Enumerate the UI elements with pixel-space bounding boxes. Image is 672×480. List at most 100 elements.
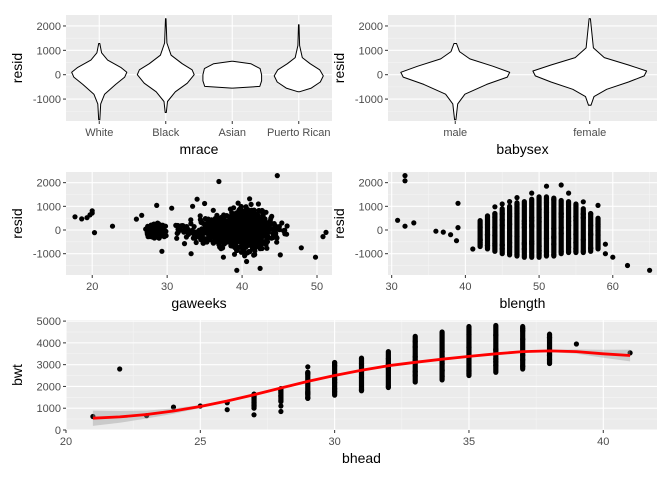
scatter-point bbox=[529, 218, 535, 224]
scatter-point bbox=[580, 248, 586, 254]
y-tick-label-0: 0 bbox=[377, 70, 383, 82]
scatter-point bbox=[255, 225, 261, 231]
scatter-point bbox=[551, 234, 557, 240]
scatter-point bbox=[492, 224, 498, 230]
scatter-point bbox=[514, 252, 520, 258]
x-tick-label-20: 20 bbox=[60, 436, 72, 448]
scatter-point bbox=[602, 251, 609, 257]
scatter-point bbox=[433, 228, 439, 234]
scatter-point bbox=[305, 364, 311, 370]
scatter-point bbox=[256, 244, 262, 250]
blength-scatter-panel: -1000 0 1000 2000 30 40 50 60 blength resid bbox=[331, 172, 657, 311]
scatter-point bbox=[573, 231, 579, 237]
scatter-point bbox=[558, 248, 564, 255]
scatter-point bbox=[466, 344, 472, 350]
scatter-point bbox=[580, 237, 586, 243]
scatter-point bbox=[213, 236, 219, 242]
scatter-point bbox=[588, 222, 594, 229]
scatter-point bbox=[252, 251, 258, 258]
scatter-point bbox=[200, 240, 206, 246]
scatter-point bbox=[566, 222, 572, 228]
scatter-point bbox=[588, 211, 594, 217]
y-tick-label-1000: 1000 bbox=[359, 201, 383, 213]
scatter-point bbox=[492, 233, 498, 239]
scatter-point bbox=[566, 190, 572, 196]
scatter-point bbox=[216, 178, 222, 185]
scatter-point bbox=[412, 344, 418, 350]
scatter-point bbox=[245, 210, 251, 216]
scatter-point bbox=[558, 210, 564, 216]
scatter-point bbox=[477, 237, 483, 243]
scatter-point bbox=[240, 215, 246, 221]
scatter-point bbox=[558, 182, 564, 188]
y-tick-label--1000: -1000 bbox=[33, 94, 61, 106]
scatter-point bbox=[251, 211, 257, 217]
y-axis-title: bwt bbox=[9, 364, 25, 386]
scatter-point bbox=[588, 245, 594, 251]
scatter-point bbox=[209, 230, 215, 236]
scatter-point bbox=[573, 217, 579, 223]
scatter-point bbox=[218, 235, 224, 241]
scatter-point bbox=[580, 211, 586, 217]
x-tick-label-black: Black bbox=[152, 127, 179, 139]
scatter-point bbox=[439, 368, 445, 374]
scatter-point bbox=[358, 387, 365, 393]
scatter-point bbox=[507, 221, 513, 227]
scatter-point bbox=[477, 224, 483, 230]
y-tick-label-0: 0 bbox=[55, 425, 61, 437]
scatter-point bbox=[190, 203, 196, 209]
scatter-point bbox=[543, 183, 550, 189]
scatter-point bbox=[230, 216, 236, 222]
scatter-point bbox=[227, 230, 233, 236]
scatter-point bbox=[238, 249, 244, 255]
gaweeks-scatter-panel: -1000 0 1000 2000 20 30 40 50 gaweeks resid bbox=[9, 172, 332, 311]
scatter-point bbox=[529, 190, 535, 196]
scatter-point bbox=[595, 232, 601, 238]
scatter-point bbox=[402, 173, 408, 179]
scatter-point bbox=[566, 236, 572, 242]
x-axis-title: bhead bbox=[342, 450, 381, 466]
x-tick-label-60: 60 bbox=[607, 281, 619, 293]
y-tick-label-2000: 2000 bbox=[359, 21, 383, 33]
y-tick-label-4000: 4000 bbox=[37, 338, 61, 350]
scatter-point bbox=[546, 357, 553, 363]
scatter-point bbox=[223, 239, 229, 245]
scatter-point bbox=[194, 196, 200, 202]
violin-puerto-rican bbox=[273, 24, 324, 93]
scatter-point bbox=[514, 214, 520, 220]
scatter-point bbox=[551, 226, 557, 232]
scatter-point bbox=[271, 221, 277, 227]
scatter-point bbox=[196, 234, 202, 240]
scatter-point bbox=[514, 195, 520, 201]
scatter-point bbox=[248, 201, 254, 207]
babysex-violin-panel: -1000 0 1000 2000 male female babysex resid bbox=[331, 15, 657, 157]
scatter-point bbox=[439, 361, 445, 367]
scatter-point bbox=[624, 262, 631, 269]
violin-male bbox=[400, 43, 511, 121]
y-axis-title: resid bbox=[331, 208, 347, 238]
scatter-point bbox=[237, 207, 243, 213]
scatter-point bbox=[305, 395, 311, 401]
scatter-point bbox=[298, 245, 304, 251]
scatter-point bbox=[499, 246, 505, 252]
scatter-point bbox=[566, 215, 572, 221]
scatter-point bbox=[251, 412, 257, 418]
scatter-point bbox=[440, 229, 446, 235]
scatter-point bbox=[265, 226, 271, 232]
scatter-point bbox=[536, 243, 542, 249]
x-tick-label-50: 50 bbox=[533, 281, 545, 293]
scatter-point bbox=[536, 219, 542, 225]
scatter-point bbox=[109, 223, 116, 229]
scatter-point bbox=[247, 232, 254, 238]
scatter-point bbox=[305, 371, 311, 377]
scatter-point bbox=[263, 242, 269, 248]
y-tick-label-3000: 3000 bbox=[37, 360, 61, 372]
scatter-point bbox=[188, 251, 194, 257]
x-axis-title: blength bbox=[500, 295, 546, 311]
scatter-point bbox=[139, 212, 145, 218]
scatter-point bbox=[493, 332, 499, 338]
scatter-point bbox=[543, 195, 550, 201]
violin-female bbox=[532, 18, 648, 106]
scatter-point bbox=[277, 252, 283, 258]
scatter-point bbox=[312, 254, 319, 260]
